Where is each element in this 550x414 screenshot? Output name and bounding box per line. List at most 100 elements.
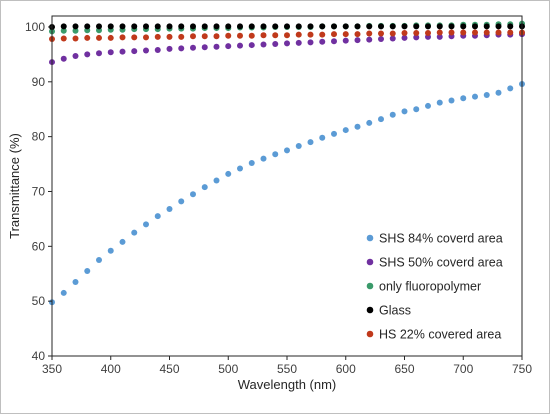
data-point — [166, 45, 173, 52]
data-point — [425, 23, 431, 30]
data-point — [237, 42, 243, 49]
data-point — [143, 221, 149, 228]
legend-marker — [366, 330, 374, 338]
data-point — [295, 23, 302, 30]
data-point — [225, 32, 232, 39]
data-point — [378, 23, 384, 30]
data-point — [154, 213, 161, 220]
data-point — [260, 41, 267, 48]
data-point — [378, 116, 384, 123]
data-point — [342, 127, 349, 134]
x-axis: 350 400 450 500 550 600 650 700 750 — [42, 356, 532, 376]
data-point — [483, 91, 490, 98]
data-point — [237, 23, 243, 30]
y-tick-label: 40 — [32, 349, 46, 363]
data-point — [248, 159, 255, 166]
x-tick-label: 400 — [101, 362, 121, 376]
data-point — [331, 130, 337, 137]
data-point — [119, 23, 126, 30]
data-point — [248, 32, 255, 39]
legend-label: only fluoropolymer — [379, 280, 481, 294]
y-tick-label: 90 — [32, 75, 46, 89]
legend-label: Glass — [379, 304, 411, 318]
y-tick-label: 50 — [32, 294, 46, 308]
data-point — [143, 34, 149, 41]
data-point — [107, 49, 114, 56]
data-point — [190, 44, 196, 51]
data-point — [342, 37, 349, 44]
data-point — [483, 23, 490, 30]
y-axis-title: Transmittance (%) — [7, 133, 22, 239]
data-point — [331, 38, 337, 45]
data-point — [260, 155, 267, 162]
data-point — [190, 191, 196, 198]
y-tick-label: 70 — [32, 184, 46, 198]
data-point — [190, 33, 196, 40]
data-point — [319, 38, 326, 45]
data-point — [413, 30, 420, 36]
data-point — [260, 32, 267, 39]
data-point — [272, 40, 279, 47]
x-axis-title: Wavelength (nm) — [238, 377, 337, 392]
data-point — [84, 23, 91, 30]
x-tick-label: 550 — [277, 362, 297, 376]
data-point — [107, 23, 114, 30]
data-point — [354, 23, 361, 30]
data-point — [60, 23, 67, 30]
data-point — [143, 47, 149, 54]
data-point — [84, 51, 91, 58]
data-point — [60, 27, 67, 34]
data-point — [389, 23, 396, 30]
data-point — [413, 106, 420, 113]
y-tick-label: 80 — [32, 130, 46, 144]
data-point — [72, 53, 79, 60]
data-point — [131, 229, 138, 236]
data-point — [225, 43, 232, 50]
data-point — [342, 31, 349, 38]
data-point — [483, 29, 490, 36]
data-point — [72, 35, 79, 42]
y-tick-label: 60 — [32, 239, 46, 253]
data-point — [84, 34, 91, 41]
data-point — [284, 147, 290, 154]
data-point — [389, 35, 396, 42]
data-point — [237, 32, 243, 39]
data-point — [213, 43, 220, 50]
data-point — [354, 31, 361, 38]
data-point — [201, 184, 208, 191]
data-point — [248, 42, 255, 49]
x-tick-label: 650 — [394, 362, 414, 376]
data-point — [436, 23, 443, 30]
data-point — [389, 30, 396, 37]
data-point — [319, 134, 326, 141]
data-point — [507, 85, 514, 92]
y-axis: 40 50 60 70 80 90 100 — [25, 20, 52, 363]
data-point — [178, 198, 185, 205]
data-point — [319, 31, 326, 38]
data-point — [342, 23, 349, 30]
legend-marker — [366, 306, 374, 314]
data-point — [366, 23, 373, 30]
data-point — [448, 97, 455, 104]
data-point — [284, 23, 290, 30]
x-tick-label: 750 — [512, 362, 532, 376]
plot-area-border — [51, 15, 523, 357]
data-point — [260, 23, 267, 30]
data-point — [307, 23, 314, 30]
data-point — [213, 177, 220, 184]
data-point — [366, 119, 373, 126]
data-point — [495, 23, 502, 30]
data-point — [60, 289, 67, 296]
data-point — [213, 33, 220, 40]
data-point — [495, 89, 502, 96]
data-point — [366, 30, 373, 37]
data-point — [72, 278, 79, 285]
data-point — [201, 23, 208, 30]
series-layer — [49, 20, 525, 306]
data-point — [60, 35, 67, 42]
data-point — [107, 34, 114, 41]
data-point — [354, 123, 361, 130]
data-point — [436, 33, 443, 40]
